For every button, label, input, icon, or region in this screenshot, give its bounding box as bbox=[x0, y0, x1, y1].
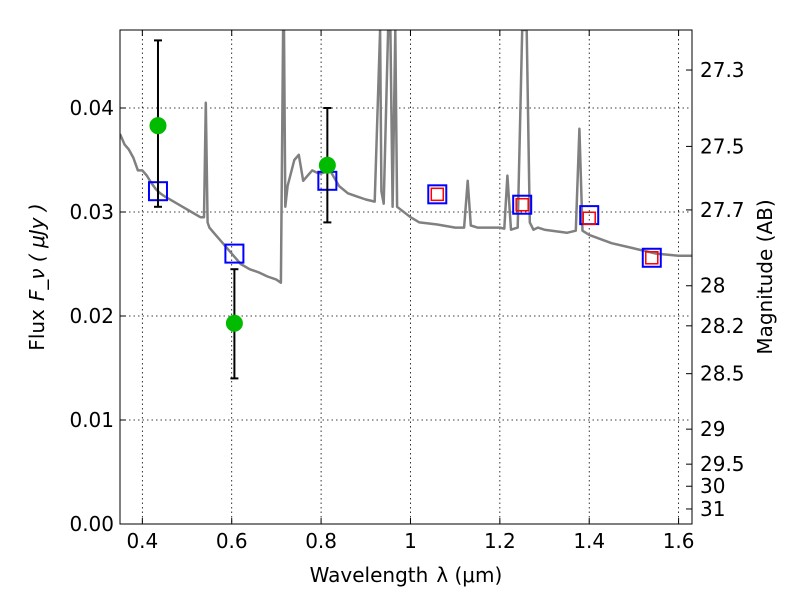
magnitude-tick-label: 27.3 bbox=[700, 58, 745, 82]
magnitude-tick-label: 29 bbox=[700, 417, 725, 441]
y-axis-label-text: Flux bbox=[25, 309, 49, 351]
x-axis-label-text: Wavelength bbox=[310, 563, 429, 587]
markers-layer bbox=[147, 39, 662, 380]
y-axis-label: Flux F_ν ( μJy ) bbox=[25, 203, 49, 350]
x-tick-label: 1.6 bbox=[663, 529, 695, 553]
x-tick-label: 1.2 bbox=[484, 529, 516, 553]
model-square-blue bbox=[641, 247, 662, 268]
y-tick-label: 0.01 bbox=[69, 408, 114, 432]
x-tick-label: 1 bbox=[404, 529, 417, 553]
magnitude-axis-label: Magnitude (AB) bbox=[753, 199, 777, 354]
x-tick-label: 0.8 bbox=[305, 529, 337, 553]
magnitude-tick-label: 28.5 bbox=[700, 362, 745, 386]
x-axis-label-math: λ (μm) bbox=[436, 563, 502, 587]
magnitude-tick-label: 28 bbox=[700, 274, 725, 298]
model-square-red bbox=[582, 211, 596, 225]
x-tick-label: 0.4 bbox=[126, 529, 158, 553]
x-axis-label: Wavelength λ (μm) bbox=[310, 563, 503, 587]
observed-point bbox=[225, 314, 243, 332]
model-square-red bbox=[515, 197, 529, 212]
y-tick-label: 0.02 bbox=[69, 304, 114, 328]
model-square-red bbox=[645, 251, 659, 265]
observed-point bbox=[149, 117, 167, 135]
magnitude-tick-label: 27.5 bbox=[700, 134, 745, 158]
x-axis-ticks: 0.4 0.6 0.8 1 1.2 1.4 1.6 bbox=[126, 30, 695, 553]
magnitude-tick-label: 28.2 bbox=[700, 314, 745, 338]
observed-point bbox=[318, 156, 336, 174]
model-square-blue bbox=[224, 243, 245, 264]
y-tick-label: 0.04 bbox=[69, 96, 114, 120]
y-tick-label: 0.00 bbox=[69, 512, 114, 536]
magnitude-tick-label: 27.7 bbox=[700, 198, 745, 222]
plot-frame bbox=[119, 29, 693, 525]
spectrum-layer bbox=[120, 30, 692, 284]
spectrum-line bbox=[120, 30, 692, 284]
y-axis-ticks: 0.00 0.01 0.02 0.03 0.04 bbox=[69, 96, 126, 536]
model-square-red bbox=[430, 187, 445, 202]
x-tick-label: 1.4 bbox=[573, 529, 605, 553]
y-tick-label: 0.03 bbox=[69, 200, 114, 224]
y-axis-label-math: F_ν ( μJy ) bbox=[25, 203, 49, 301]
x-tick-label: 0.6 bbox=[216, 529, 248, 553]
magnitude-tick-label: 29.5 bbox=[700, 452, 745, 476]
model-square-blue bbox=[427, 184, 448, 205]
magnitude-tick-label: 31 bbox=[700, 497, 725, 521]
magnitude-tick-label: 30 bbox=[700, 474, 725, 498]
model-square-blue bbox=[512, 194, 533, 215]
